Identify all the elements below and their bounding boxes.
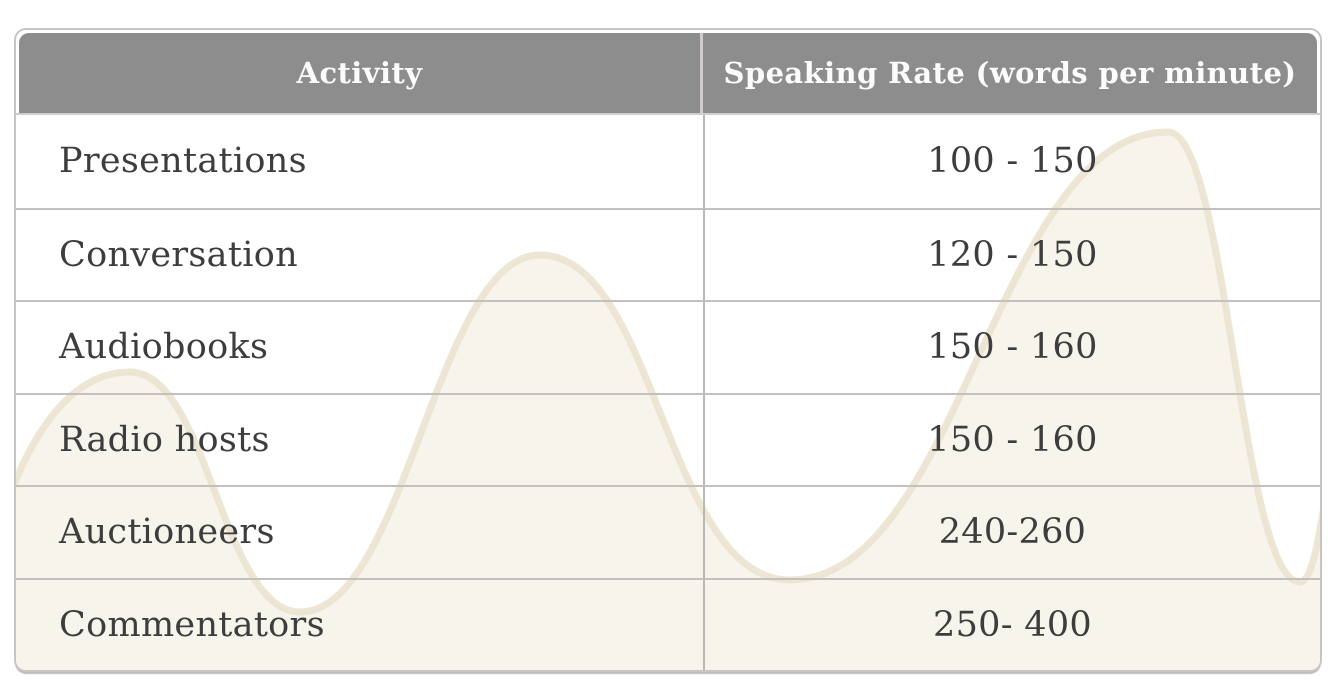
cell-rate-radio-hosts: 150 - 160 xyxy=(705,392,1320,486)
cell-rate-conversation: 120 - 150 xyxy=(705,207,1320,301)
table-body: Presentations 100 - 150 Conversation 120… xyxy=(16,115,1320,670)
cell-activity-presentations: Presentations xyxy=(16,115,705,208)
cell-rate-presentations: 100 - 150 xyxy=(927,141,1098,182)
table-header-row: Activity Speaking Rate (words per minute… xyxy=(16,30,1320,115)
cell-rate-commentators: 250- 400 xyxy=(705,577,1320,671)
cell-rate-audiobooks: 150 - 160 xyxy=(705,300,1320,393)
speaking-rate-table: Activity Speaking Rate (words per minute… xyxy=(14,28,1322,672)
cell-rate-auctioneers: 240-260 xyxy=(705,485,1320,578)
column-header-speaking-rate: Speaking Rate (words per minute) xyxy=(703,33,1317,113)
cell-activity-radio-hosts: Radio hosts xyxy=(16,392,705,485)
cell-activity-auctioneers: Auctioneers xyxy=(16,485,705,578)
cell-activity-commentators: Commentators xyxy=(16,577,705,670)
table: Activity Speaking Rate (words per minute… xyxy=(16,30,1320,670)
column-header-activity: Activity xyxy=(19,33,703,113)
cell-activity-conversation: Conversation xyxy=(16,207,705,300)
cell-activity-audiobooks: Audiobooks xyxy=(16,300,705,393)
